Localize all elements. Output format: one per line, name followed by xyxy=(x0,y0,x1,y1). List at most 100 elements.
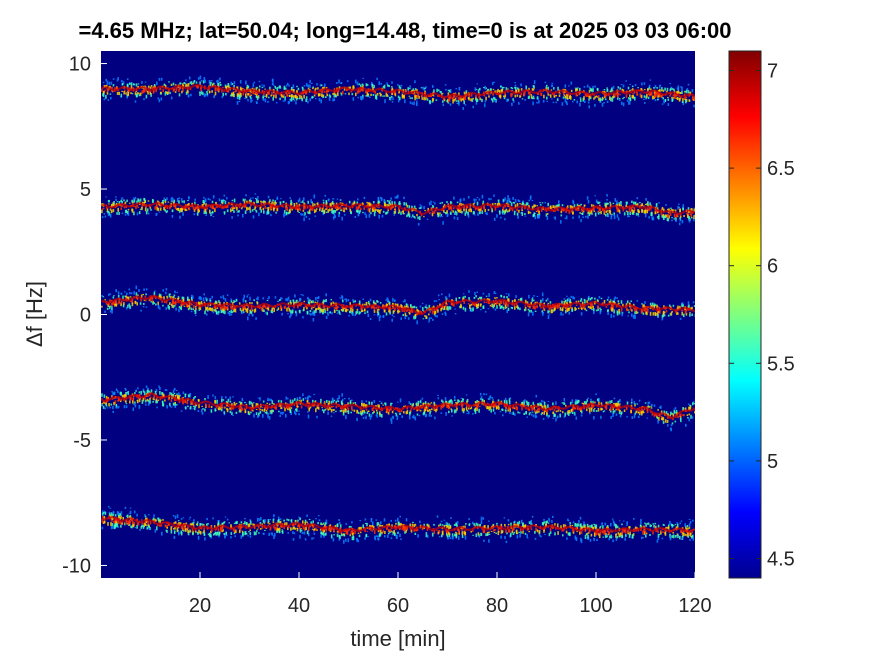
trace-speckle xyxy=(533,295,535,297)
trace-speckle xyxy=(172,389,175,393)
trace-speckle xyxy=(459,198,462,202)
trace-speckle xyxy=(306,98,308,100)
trace-speckle xyxy=(487,308,490,310)
trace-speckle xyxy=(470,308,473,312)
trace-speckle xyxy=(565,404,567,407)
trace-speckle xyxy=(433,89,435,94)
trace-speckle xyxy=(514,199,517,203)
trace-speckle xyxy=(502,299,505,304)
trace-speckle xyxy=(305,304,308,308)
trace-speckle xyxy=(400,211,402,215)
trace-speckle xyxy=(216,207,218,209)
trace-speckle xyxy=(261,409,263,412)
trace-speckle xyxy=(110,96,112,100)
trace-speckle xyxy=(430,200,432,203)
trace-speckle xyxy=(105,78,107,82)
trace-speckle xyxy=(685,96,687,99)
trace-speckle xyxy=(554,205,556,209)
trace-speckle xyxy=(293,203,296,207)
trace-speckle xyxy=(288,91,291,95)
trace-speckle xyxy=(551,92,554,95)
trace-speckle xyxy=(264,95,266,97)
trace-speckle xyxy=(457,100,460,104)
trace-speckle xyxy=(333,309,336,313)
trace-speckle xyxy=(247,305,250,309)
trace-speckle xyxy=(426,98,429,101)
trace-speckle xyxy=(364,312,366,314)
trace-speckle xyxy=(214,396,217,400)
trace-speckle xyxy=(504,197,506,201)
trace-speckle xyxy=(494,100,496,102)
trace-speckle xyxy=(464,307,467,312)
trace-speckle xyxy=(374,90,376,94)
trace-speckle xyxy=(657,98,659,101)
trace-speckle xyxy=(197,77,200,80)
trace-speckle xyxy=(433,314,436,316)
trace-speckle xyxy=(241,206,244,208)
trace-speckle xyxy=(246,309,249,314)
trace-speckle xyxy=(157,399,160,402)
trace-speckle xyxy=(140,294,143,298)
trace-speckle xyxy=(506,309,508,314)
trace-speckle xyxy=(178,306,181,309)
trace-speckle xyxy=(415,306,418,309)
trace-speckle xyxy=(315,92,318,95)
trace-speckle xyxy=(547,302,550,305)
trace-speckle xyxy=(315,98,317,100)
trace-speckle xyxy=(338,86,341,90)
trace-speckle xyxy=(442,103,445,106)
trace-speckle xyxy=(193,397,195,400)
trace-speckle xyxy=(548,307,551,311)
trace-speckle xyxy=(262,207,265,211)
trace-speckle xyxy=(178,93,181,97)
trace-speckle xyxy=(310,313,313,315)
trace-speckle xyxy=(259,206,261,210)
trace-speckle xyxy=(567,93,570,97)
trace-speckle xyxy=(368,88,370,92)
trace-speckle xyxy=(341,216,343,221)
trace-speckle xyxy=(164,198,167,202)
trace-speckle xyxy=(572,211,574,215)
trace-speckle xyxy=(517,299,520,301)
trace-speckle xyxy=(392,205,394,208)
trace-speckle xyxy=(569,94,571,97)
trace-speckle xyxy=(600,408,602,411)
trace-speckle xyxy=(648,84,651,88)
trace-speckle xyxy=(520,212,523,214)
trace-speckle xyxy=(195,81,198,84)
trace-speckle xyxy=(413,315,415,320)
trace-speckle xyxy=(510,93,512,97)
trace-speckle xyxy=(618,404,621,408)
trace-speckle xyxy=(133,197,135,200)
trace-speckle xyxy=(419,310,421,313)
trace-speckle xyxy=(155,295,157,300)
trace-speckle xyxy=(442,205,445,209)
trace-speckle xyxy=(650,206,652,209)
trace-speckle xyxy=(434,315,437,318)
trace-speckle xyxy=(603,300,606,304)
trace-speckle xyxy=(640,309,643,314)
trace-speckle xyxy=(440,93,443,95)
trace-speckle xyxy=(299,397,301,400)
trace-speckle xyxy=(491,303,493,308)
trace-speckle xyxy=(192,82,194,85)
trace-speckle xyxy=(614,93,617,96)
trace-speckle xyxy=(252,215,255,219)
trace-speckle xyxy=(149,400,151,404)
trace-speckle xyxy=(366,92,369,96)
trace-speckle xyxy=(404,299,406,303)
trace-speckle xyxy=(616,200,618,205)
trace-speckle xyxy=(524,305,526,307)
trace-speckle xyxy=(154,290,156,292)
trace-speckle xyxy=(336,198,339,200)
trace-speckle xyxy=(371,206,374,210)
trace-speckle xyxy=(292,89,295,93)
trace-speckle xyxy=(391,201,393,204)
trace-speckle xyxy=(536,205,538,207)
trace-speckle xyxy=(531,200,534,202)
trace-speckle xyxy=(463,298,465,300)
trace-speckle xyxy=(362,413,365,415)
trace-speckle xyxy=(223,306,225,310)
trace-speckle xyxy=(622,84,625,88)
trace-speckle xyxy=(444,312,447,316)
